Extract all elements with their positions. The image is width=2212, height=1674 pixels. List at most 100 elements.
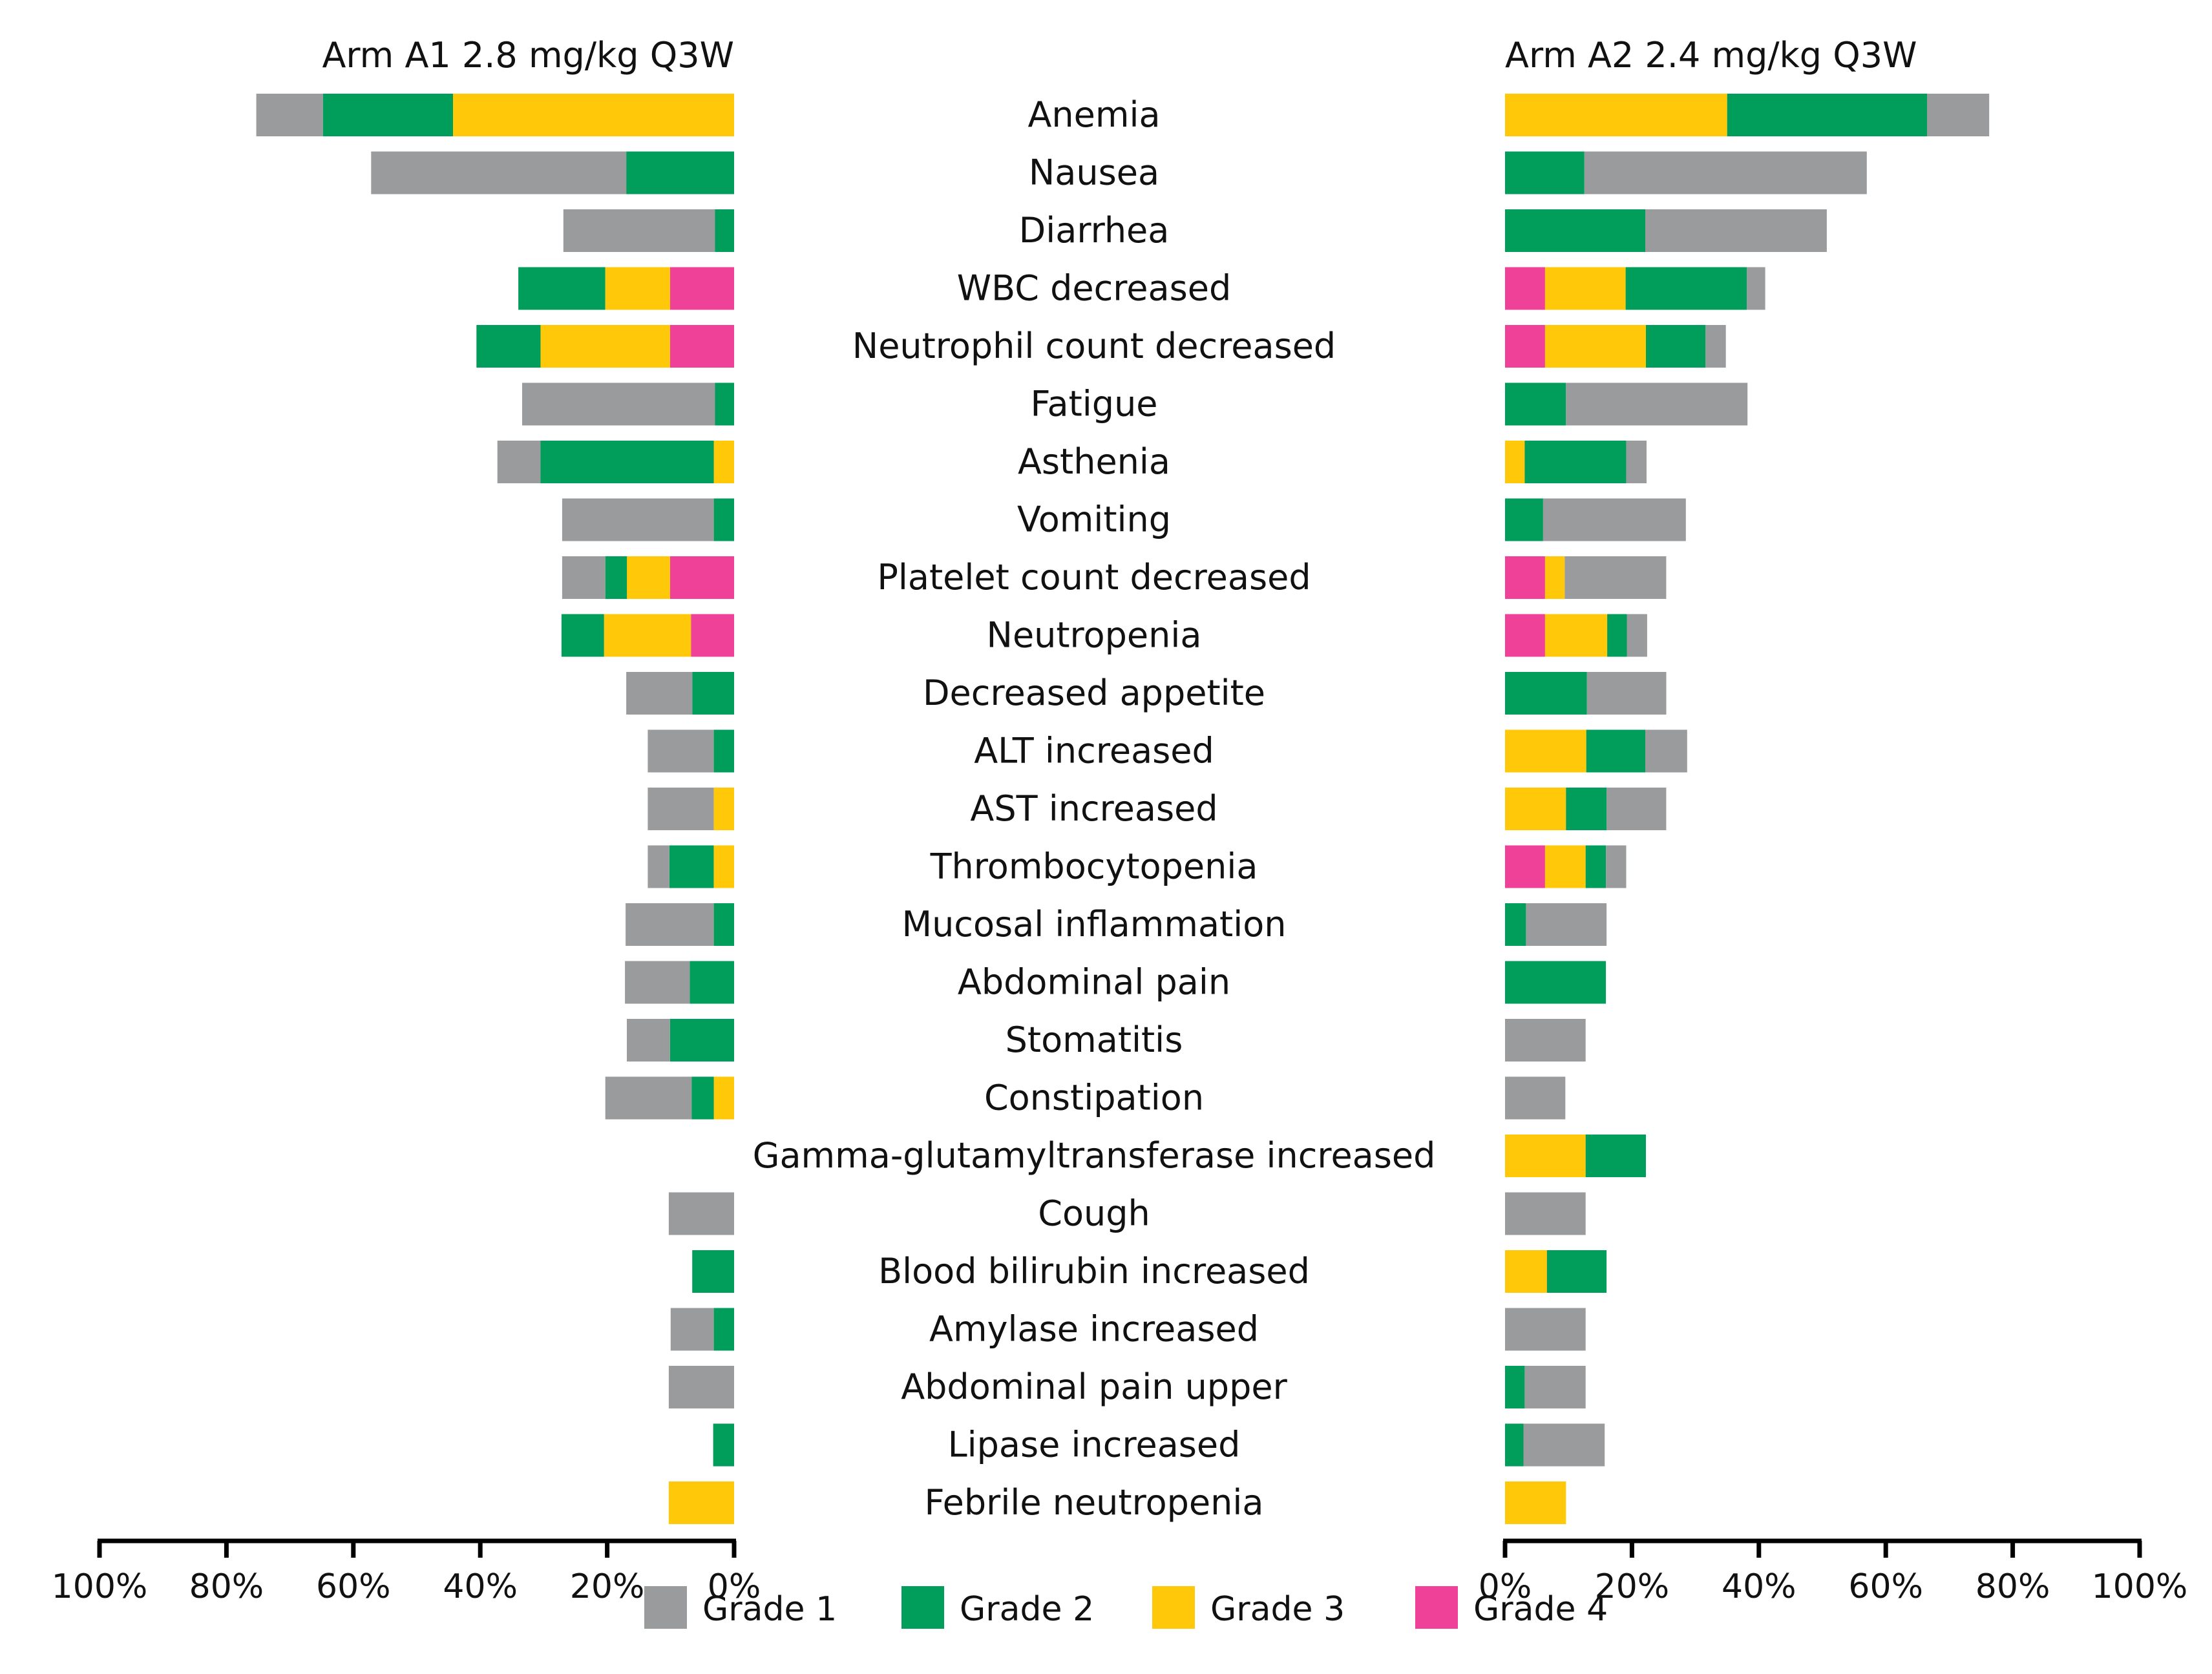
bar-left-nausea-grade-2 (626, 151, 734, 194)
bar-right-asthenia-grade-3 (1505, 441, 1525, 483)
bar-left-amylase-increased-grade-2 (713, 1308, 734, 1351)
x-tick-label-right-40: 40% (1722, 1567, 1796, 1606)
legend-swatch-grade-2 (901, 1586, 944, 1629)
bar-left-cough-grade-1 (668, 1192, 734, 1235)
bar-right-diarrhea-grade-1 (1645, 209, 1827, 252)
category-label-anemia: Anemia (1027, 94, 1160, 135)
bar-left-abdominal-pain-grade-2 (690, 961, 734, 1004)
bar-right-vomiting-grade-2 (1505, 498, 1543, 541)
category-label-mucosal-inflammation: Mucosal inflammation (901, 904, 1286, 945)
bar-left-lipase-increased-grade-2 (713, 1423, 734, 1467)
x-tick-label-right-100: 100% (2092, 1567, 2188, 1606)
x-tick-label-left-0: 0% (708, 1567, 761, 1606)
bar-right-anemia-grade-1 (1927, 94, 1990, 136)
legend-label-grade-4: Grade 4 (1473, 1590, 1608, 1629)
bar-left-fatigue-grade-1 (522, 382, 715, 426)
arm-a1-title: Arm A1 2.8 mg/kg Q3W (322, 35, 734, 76)
bar-right-ast-increased-grade-1 (1606, 788, 1667, 830)
bar-left-platelet-count-decreased-grade-4 (669, 556, 734, 599)
bar-left-wbc-decreased-grade-2 (518, 267, 606, 310)
bar-left-ast-increased-grade-3 (713, 788, 734, 830)
legend: Grade 1 Grade 2 Grade 3 Grade 4 (644, 1586, 1608, 1629)
bar-right-lipase-increased-grade-2 (1505, 1423, 1524, 1467)
x-tick-label-right-80: 80% (1975, 1567, 2050, 1606)
bar-left-neutropenia-grade-3 (604, 614, 691, 657)
bar-right-wbc-decreased-grade-3 (1544, 267, 1626, 310)
bar-left-neutropenia-grade-4 (691, 614, 734, 657)
bar-left-neutrophil-count-decreased-grade-3 (540, 325, 670, 368)
bar-right-nausea-grade-2 (1505, 151, 1585, 194)
legend-swatch-grade-3 (1152, 1586, 1195, 1629)
bar-left-mucosal-inflammation-grade-2 (713, 903, 734, 946)
category-label-stomatitis: Stomatitis (1006, 1020, 1183, 1060)
bar-right-decreased-appetite-grade-2 (1505, 672, 1587, 715)
x-tick-label-left-40: 40% (443, 1567, 518, 1606)
bar-right-alt-increased-grade-2 (1586, 729, 1645, 773)
bar-left-wbc-decreased-grade-4 (669, 267, 734, 310)
bar-left-thrombocytopenia-grade-3 (713, 845, 734, 888)
bar-left-amylase-increased-grade-1 (670, 1308, 714, 1351)
category-label-abdominal-pain: Abdominal pain (958, 962, 1230, 1003)
x-tick-label-right-60: 60% (1848, 1567, 1923, 1606)
legend-swatch-grade-4 (1415, 1586, 1458, 1629)
bar-right-neutropenia-grade-3 (1544, 614, 1608, 657)
bar-right-thrombocytopenia-grade-1 (1606, 845, 1627, 888)
bar-right-neutrophil-count-decreased-grade-4 (1505, 325, 1545, 368)
bar-right-blood-bilirubin-increased-grade-3 (1505, 1250, 1547, 1293)
bar-right-ast-increased-grade-3 (1505, 788, 1566, 830)
bar-right-thrombocytopenia-grade-3 (1544, 845, 1586, 888)
x-tick-label-left-100: 100% (52, 1567, 148, 1606)
bar-left-neutrophil-count-decreased-grade-4 (669, 325, 734, 368)
bar-left-anemia-grade-1 (256, 94, 323, 136)
bar-right-neutropenia-grade-4 (1505, 614, 1545, 657)
x-tick-label-right-0: 0% (1479, 1567, 1532, 1606)
x-tick-label-left-60: 60% (316, 1567, 391, 1606)
category-label-ast-increased: AST increased (970, 788, 1217, 829)
category-label-gamma-glutamyltransferase-increased: Gamma-glutamyltransferase increased (753, 1135, 1436, 1176)
bars-layer (256, 94, 1990, 1524)
bar-left-nausea-grade-1 (371, 151, 627, 194)
bar-right-platelet-count-decreased-grade-4 (1505, 556, 1545, 599)
legend-label-grade-3: Grade 3 (1210, 1590, 1345, 1629)
legend-swatch-grade-1 (644, 1586, 687, 1629)
bar-left-diarrhea-grade-2 (715, 209, 734, 252)
category-label-diarrhea: Diarrhea (1019, 210, 1170, 251)
category-label-cough: Cough (1038, 1193, 1150, 1234)
bar-left-neutropenia-grade-2 (561, 614, 604, 657)
bar-right-gamma-glutamyltransferase-increased-grade-3 (1505, 1135, 1586, 1177)
bar-right-neutropenia-grade-1 (1627, 614, 1647, 657)
category-label-alt-increased: ALT increased (974, 731, 1214, 771)
bar-left-decreased-appetite-grade-2 (692, 672, 734, 715)
bar-right-diarrhea-grade-2 (1505, 209, 1645, 252)
bar-right-ast-increased-grade-2 (1566, 788, 1607, 830)
axes-layer: 100% 80% 60% 40% 20% 0% 0% 20% 40% 60% 80% 100% (52, 1538, 2188, 1606)
bar-right-neutrophil-count-decreased-grade-3 (1544, 325, 1646, 368)
bar-right-neutrophil-count-decreased-grade-2 (1646, 325, 1706, 368)
bar-left-abdominal-pain-grade-1 (625, 961, 690, 1004)
bar-right-platelet-count-decreased-grade-3 (1544, 556, 1565, 599)
category-label-neutropenia: Neutropenia (987, 615, 1202, 656)
bar-right-febrile-neutropenia-grade-3 (1505, 1481, 1566, 1524)
category-label-neutrophil-count-decreased: Neutrophil count decreased (852, 326, 1336, 366)
bar-left-decreased-appetite-grade-1 (626, 672, 693, 715)
bar-right-gamma-glutamyltransferase-increased-grade-2 (1585, 1135, 1646, 1177)
bar-left-neutrophil-count-decreased-grade-2 (476, 325, 541, 368)
bar-right-cough-grade-1 (1505, 1192, 1586, 1235)
bar-right-asthenia-grade-2 (1524, 441, 1627, 483)
bar-right-abdominal-pain-upper-grade-2 (1505, 1366, 1525, 1408)
bar-right-asthenia-grade-1 (1626, 441, 1647, 483)
category-label-decreased-appetite: Decreased appetite (923, 673, 1265, 713)
bar-right-abdominal-pain-upper-grade-1 (1524, 1366, 1586, 1408)
bar-right-mucosal-inflammation-grade-2 (1505, 903, 1526, 946)
x-tick-label-left-20: 20% (570, 1567, 645, 1606)
bar-right-abdominal-pain-grade-2 (1505, 961, 1606, 1004)
bar-right-wbc-decreased-grade-1 (1747, 267, 1765, 310)
bar-right-platelet-count-decreased-grade-1 (1564, 556, 1667, 599)
x-tick-label-left-80: 80% (189, 1567, 264, 1606)
bar-left-abdominal-pain-upper-grade-1 (668, 1366, 734, 1408)
bar-left-alt-increased-grade-1 (648, 729, 714, 773)
category-label-vomiting: Vomiting (1017, 499, 1171, 540)
bar-left-asthenia-grade-2 (540, 441, 714, 483)
bar-left-vomiting-grade-1 (562, 498, 714, 541)
